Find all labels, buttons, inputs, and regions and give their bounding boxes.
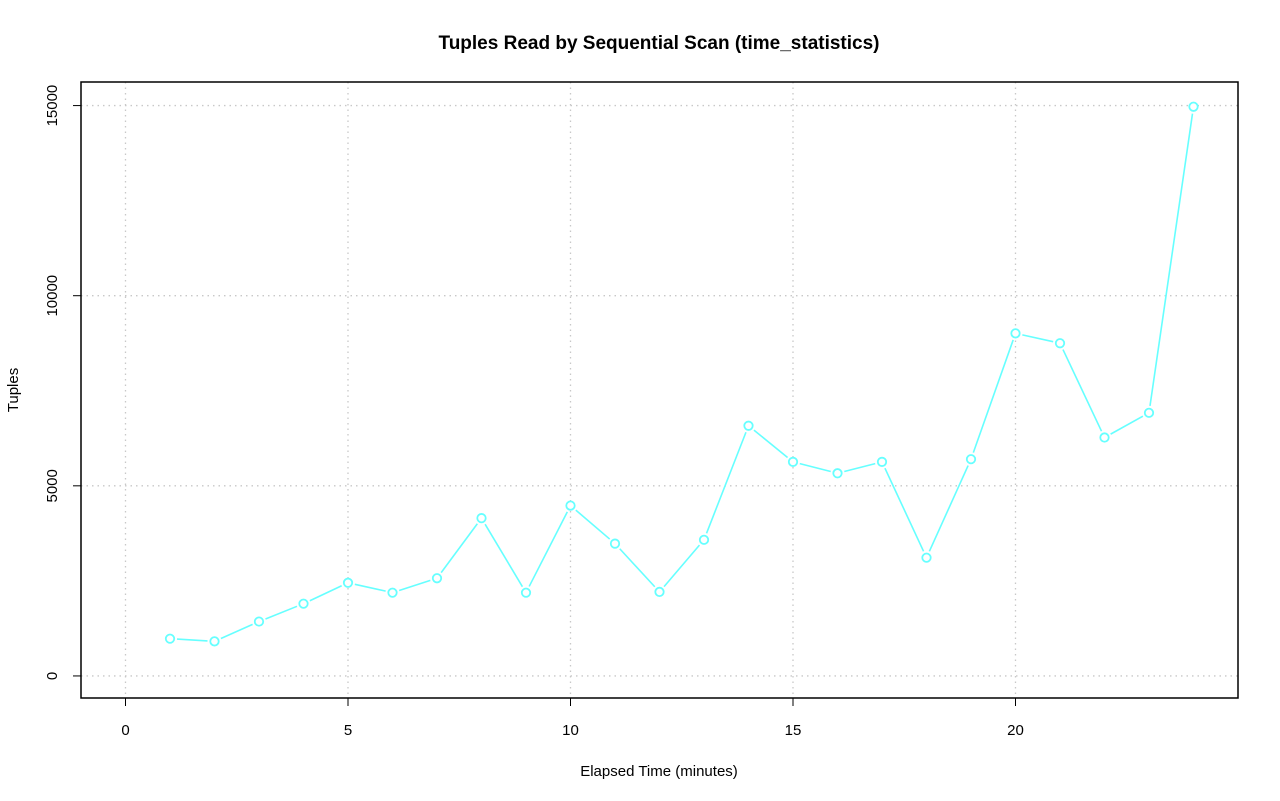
series-line-segment [844,462,876,473]
data-point [476,513,487,524]
data-point [609,538,621,549]
data-point [253,616,265,627]
series-line-segment [1110,415,1144,435]
data-point [1099,432,1110,443]
data-point [654,586,665,598]
chart-title: Tuples Read by Sequential Scan (time_sta… [439,33,880,54]
series-line-segment [1149,113,1194,407]
data-point [431,573,443,584]
data-point [164,633,176,644]
x-tick-label: 0 [121,722,129,739]
x-axis-label: Elapsed Time (minutes) [580,763,738,780]
data-point [1143,407,1155,418]
y-tick-label: 10000 [44,275,61,317]
x-tick-label: 15 [785,722,802,739]
x-tick-label: 5 [344,722,352,739]
series-line-segment [440,523,478,574]
series-line-segment [176,638,208,642]
y-axis-label: Tuples [5,368,22,412]
axes: 0 5 10 15 20 0 5000 10000 15000 [44,81,1239,739]
series-line-segment [575,509,611,540]
y-tick-label: 0 [44,672,61,680]
series-line-segment [528,511,569,587]
data-point [1054,338,1066,349]
y-tick-label: 5000 [44,469,61,502]
y-tick-label: 15000 [44,85,61,127]
data-point [1188,101,1199,112]
series-line-segment [799,462,831,473]
series-line-segment [663,544,701,588]
series-line-segment [484,523,524,588]
data-point [832,468,843,479]
data-point [965,454,977,465]
x-tick-label: 20 [1007,722,1024,739]
series-line-segment [309,585,343,602]
data-point [209,636,220,647]
data-point [298,598,309,609]
series-line-segment [1022,334,1054,343]
data-point [876,456,888,467]
x-tick-label: 10 [562,722,579,739]
data-point [520,587,532,598]
data-point [698,534,710,545]
series-line-segment [398,579,431,592]
data-point [787,456,799,467]
series-line-segment [619,548,656,588]
series-line-segment [972,339,1014,453]
data-point [565,500,576,511]
data-point [743,420,754,431]
data-point [921,552,932,563]
series-layer [164,101,1199,647]
data-point [387,587,398,598]
series-line-segment [220,623,253,640]
data-point [342,577,354,588]
series-line-segment [1062,349,1103,432]
series-line-segment [753,429,789,459]
grid [81,82,1238,698]
series-line-segment [265,605,298,620]
series-line-segment [884,467,925,552]
series-line-segment [354,583,386,592]
data-point [1010,328,1021,339]
series-line-segment [928,465,969,552]
series-line-segment [705,431,747,534]
plot-frame [80,81,1239,699]
